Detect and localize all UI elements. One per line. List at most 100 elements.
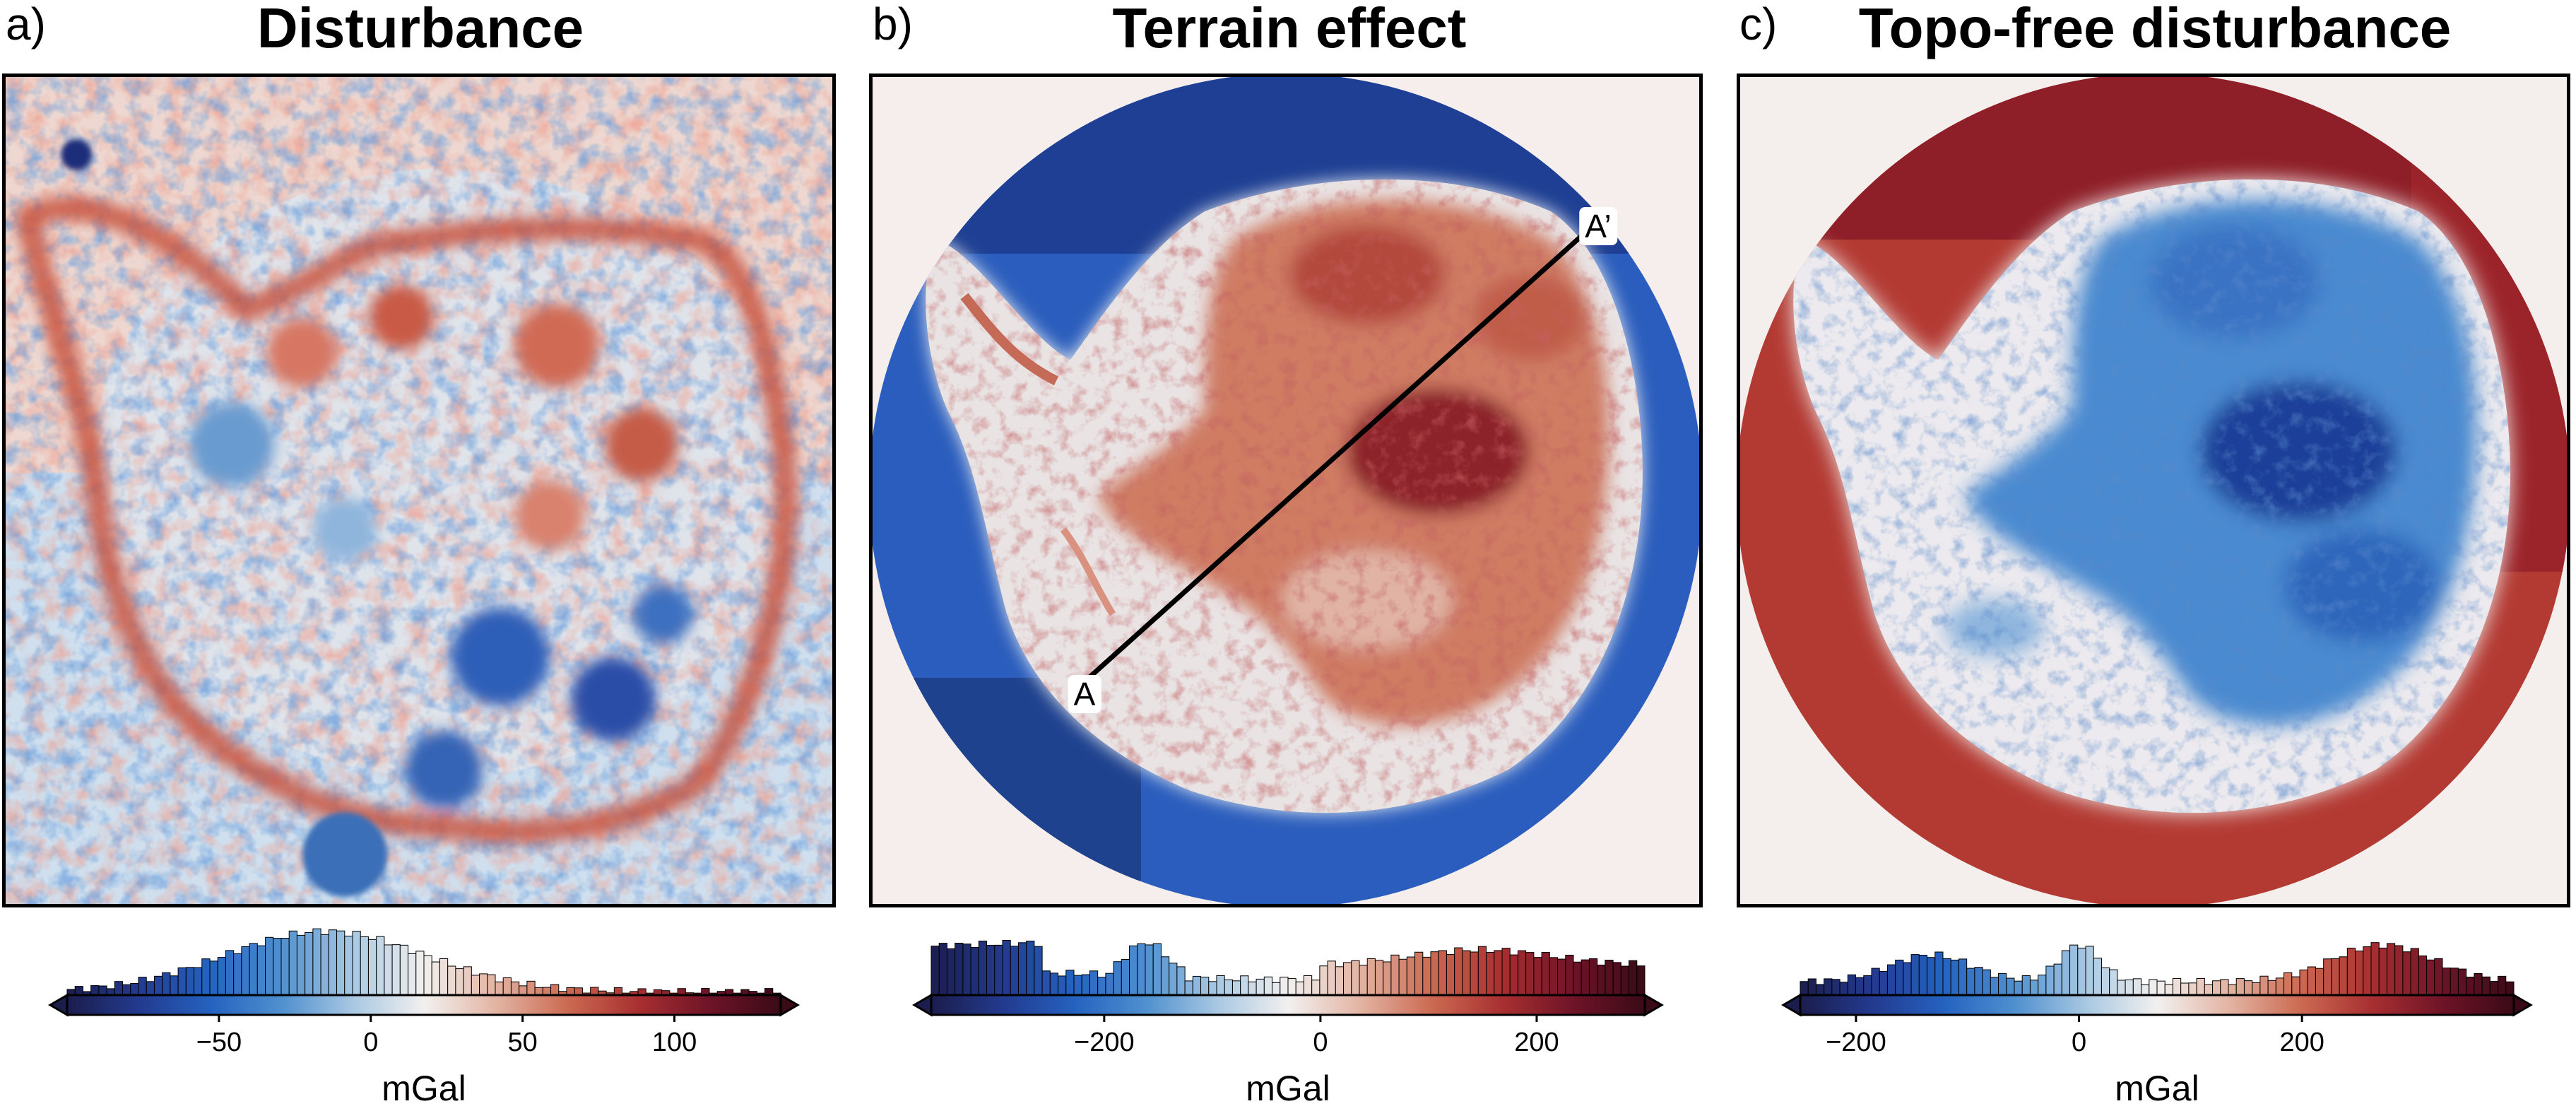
histogram-bar	[2141, 984, 2150, 996]
histogram-bar	[1588, 958, 1598, 996]
colorbar-gradient-slice	[410, 995, 413, 1015]
colorbar-gradient-slice	[249, 995, 252, 1015]
topo-free-map-image	[1740, 77, 2567, 904]
colorbar-gradient-slice	[2026, 995, 2028, 1015]
colorbar-gradient-slice	[1597, 995, 1599, 1015]
colorbar-gradient-slice	[639, 995, 642, 1015]
colorbar-gradient-slice	[152, 995, 154, 1015]
colorbar-gradient-slice	[2093, 995, 2095, 1015]
histogram-bar	[431, 961, 440, 996]
colorbar-gradient-slice	[1427, 995, 1429, 1015]
colorbar-gradient-slice	[1371, 995, 1373, 1015]
colorbar-gradient-slice	[139, 995, 141, 1015]
histogram-bar	[2014, 980, 2023, 996]
colorbar-gradient-slice	[1903, 995, 1906, 1015]
colorbar-gradient-slice	[706, 995, 708, 1015]
colorbar-gradient-slice	[714, 995, 716, 1015]
colorbar-gradient-slice	[169, 995, 171, 1015]
colorbar-gradient-slice	[2221, 995, 2223, 1015]
colorbar-gradient-slice	[1621, 995, 1623, 1015]
colorbar-gradient-slice	[2306, 995, 2308, 1015]
histogram-bar	[1034, 946, 1043, 996]
histogram-bar	[2252, 982, 2261, 996]
colorbar-gradient-slice	[1313, 995, 1315, 1015]
colorbar-gradient-slice	[1519, 995, 1521, 1015]
colorbar-gradient-slice	[2358, 995, 2361, 1015]
colorbar-gradient-slice	[1306, 995, 1308, 1015]
colorbar-gradient-slice	[589, 995, 591, 1015]
colorbar-gradient-slice	[1932, 995, 1934, 1015]
colorbar-gradient-slice	[1578, 995, 1581, 1015]
colorbar-gradient-slice	[2080, 995, 2082, 1015]
colorbar-gradient-slice	[2487, 995, 2489, 1015]
colorbar-gradient-slice	[1218, 995, 1220, 1015]
colorbar-gradient-slice	[686, 995, 688, 1015]
histogram-bar	[1017, 942, 1027, 996]
colorbar-gradient-slice	[1843, 995, 1845, 1015]
colorbar-gradient-slice	[303, 995, 305, 1015]
histogram-bar	[1934, 951, 1944, 996]
colorbar-gradient-slice	[374, 995, 376, 1015]
colorbar-gradient-slice	[450, 995, 452, 1015]
colorbar-gradient-slice	[2040, 995, 2043, 1015]
colorbar-gradient-slice	[180, 995, 182, 1015]
colorbar-gradient-slice	[699, 995, 701, 1015]
colorbar-gradient-slice	[1513, 995, 1516, 1015]
colorbar-gradient-slice	[1930, 995, 1932, 1015]
colorbar-gradient-slice	[1908, 995, 1910, 1015]
colorbar-gradient-slice	[1632, 995, 1634, 1015]
colorbar-gradient-slice	[351, 995, 353, 1015]
colorbar-gradient-slice	[679, 995, 681, 1015]
colorbar-gradient-slice	[162, 995, 164, 1015]
histogram-bar	[177, 967, 187, 996]
colorbar-gradient-slice	[1958, 995, 1961, 1015]
colorbar-gradient-slice	[1188, 995, 1190, 1015]
colorbar-gradient-slice	[615, 995, 618, 1015]
histogram-bar	[2339, 956, 2348, 996]
colorbar-gradient-slice	[2004, 995, 2006, 1015]
colorbar-gradient-slice	[2105, 995, 2108, 1015]
colorbar-gradient-slice	[719, 995, 721, 1015]
colorbar-gradient-slice	[2368, 995, 2370, 1015]
colorbar-gradient-slice	[1317, 995, 1319, 1015]
colorbar-gradient-slice	[2018, 995, 2020, 1015]
colorbar-gradient-slice	[1506, 995, 1508, 1015]
histogram-bar	[1629, 960, 1638, 996]
colorbar-gradient-slice	[436, 995, 438, 1015]
colorbar-gradient-slice	[2261, 995, 2263, 1015]
colorbar-gradient-slice	[2324, 995, 2327, 1015]
colorbar-gradient-slice	[1330, 995, 1332, 1015]
colorbar-gradient-slice	[1143, 995, 1145, 1015]
colorbar-gradient-slice	[549, 995, 551, 1015]
colorbar-gradient-slice	[1304, 995, 1306, 1015]
colorbar-gradient-slice	[969, 995, 971, 1015]
colorbar-gradient-slice	[556, 995, 558, 1015]
histogram-bar	[201, 958, 211, 996]
histogram-bar	[1414, 951, 1424, 996]
colorbar-gradient-slice	[501, 995, 503, 1015]
colorbar-gradient-slice	[177, 995, 179, 1015]
colorbar-gradient-slice	[2435, 995, 2437, 1015]
colorbar-gradient-slice	[682, 995, 684, 1015]
colorbar-gradient-slice	[313, 995, 315, 1015]
colorbar-gradient-slice	[1867, 995, 1869, 1015]
colorbar-gradient-slice	[368, 995, 370, 1015]
colorbar-gradient-slice	[985, 995, 987, 1015]
colorbar-gradient-slice	[429, 995, 431, 1015]
colorbar-gradient-slice	[1633, 995, 1636, 1015]
colorbar-gradient-slice	[507, 995, 509, 1015]
colorbar-gradient-slice	[225, 995, 228, 1015]
histogram-bar	[1002, 939, 1011, 996]
colorbar-gradient-slice	[511, 995, 513, 1015]
colorbar-gradient-slice	[443, 995, 445, 1015]
colorbar-gradient-slice	[2117, 995, 2119, 1015]
colorbar-gradient-slice	[1091, 995, 1093, 1015]
colorbar-gradient-slice	[110, 995, 112, 1015]
colorbar-gradient-slice	[2504, 995, 2506, 1015]
histogram-bar	[265, 936, 274, 996]
colorbar-gradient-slice	[1492, 995, 1494, 1015]
colorbar-gradient-slice	[1468, 995, 1470, 1015]
colorbar-gradient-slice	[726, 995, 728, 1015]
colorbar-gradient-slice	[944, 995, 946, 1015]
colorbar-gradient-slice	[559, 995, 561, 1015]
